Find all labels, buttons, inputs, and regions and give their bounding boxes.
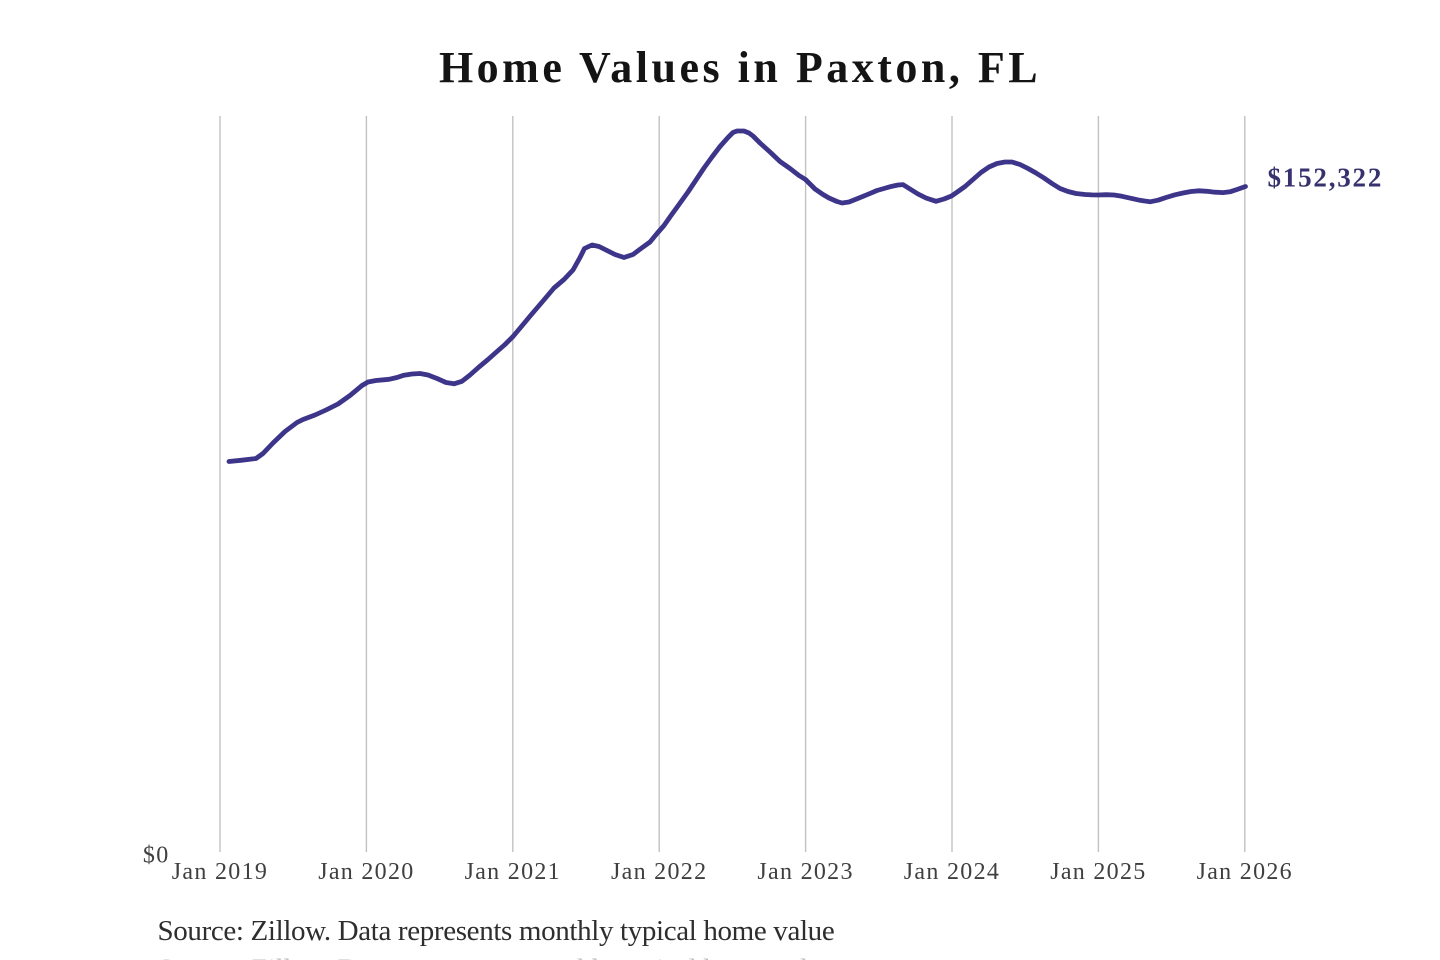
svg-text:Jan 2024: Jan 2024 [904, 859, 1000, 885]
svg-text:Jan 2022: Jan 2022 [611, 859, 707, 885]
svg-text:$152,322: $152,322 [1268, 162, 1384, 192]
svg-text:Jan 2019: Jan 2019 [172, 859, 268, 885]
svg-text:Jan 2026: Jan 2026 [1197, 859, 1293, 885]
svg-text:Source: Zillow. Data represent: Source: Zillow. Data represents monthly … [158, 915, 835, 947]
svg-text:Jan 2025: Jan 2025 [1050, 859, 1146, 885]
svg-text:Home Values in Paxton, FL: Home Values in Paxton, FL [439, 43, 1041, 92]
svg-text:Jan 2021: Jan 2021 [465, 859, 561, 885]
svg-text:Source: Zillow. Data represent: Source: Zillow. Data represents monthly … [158, 954, 835, 960]
svg-text:Jan 2023: Jan 2023 [757, 859, 853, 885]
svg-text:$0: $0 [143, 843, 170, 869]
svg-text:Jan 2020: Jan 2020 [318, 859, 414, 885]
